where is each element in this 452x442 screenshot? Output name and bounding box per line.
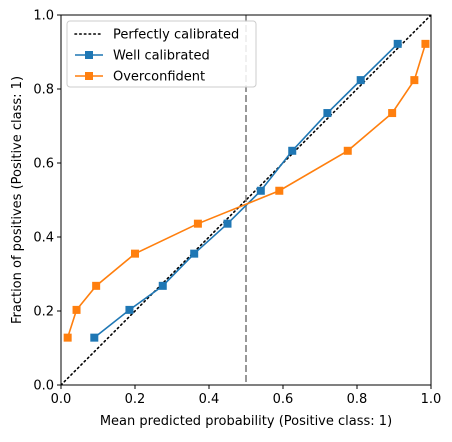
data-point xyxy=(125,305,134,314)
x-tick-label: 1.0 xyxy=(421,392,442,407)
y-tick-label: 0.2 xyxy=(33,305,54,320)
data-point xyxy=(343,146,352,155)
y-tick-label: 0.0 xyxy=(33,379,54,394)
data-point xyxy=(393,39,402,48)
x-tick-label: 0.8 xyxy=(347,392,368,407)
legend: Perfectly calibrated Well calibrated Overc… xyxy=(66,20,257,88)
x-tick-label: 0.6 xyxy=(273,392,294,407)
data-point xyxy=(90,333,99,342)
x-axis-label: Mean predicted probability (Positive cla… xyxy=(100,414,392,429)
axes-frame xyxy=(60,14,432,386)
legend-label: Overconfident xyxy=(113,70,205,85)
data-point xyxy=(421,39,430,48)
data-point xyxy=(323,109,332,118)
data-point xyxy=(223,219,232,228)
data-point xyxy=(388,109,397,118)
data-point xyxy=(190,249,199,258)
data-point xyxy=(131,249,139,258)
data-point xyxy=(92,281,101,290)
data-point xyxy=(356,76,365,85)
data-point xyxy=(288,146,297,155)
series-line-1 xyxy=(66,43,427,338)
series-line-0 xyxy=(93,43,399,339)
legend-marker xyxy=(85,51,93,59)
x-tick-label: 0.4 xyxy=(199,392,220,407)
data-point xyxy=(63,333,72,342)
y-tick-label: 1.0 xyxy=(33,9,54,24)
axes: 0.0 0.2 0.4 0.6 0.8 1.0 0.0 0.2 0.4 0.6 0.8 1.0 Mean… xyxy=(10,9,441,430)
data-point xyxy=(256,186,265,195)
data-point xyxy=(72,305,81,314)
legend-label: Perfectly calibrated xyxy=(113,28,239,43)
data-point xyxy=(193,219,202,228)
y-tick-label: 0.4 xyxy=(33,231,54,246)
y-axis-label: Fraction of positives (Positive class: 1… xyxy=(10,76,25,324)
data-point xyxy=(158,281,167,290)
legend-marker xyxy=(85,72,93,80)
x-tick-label: 0.0 xyxy=(51,392,72,407)
x-tick-label: 0.2 xyxy=(125,392,146,407)
y-tick-label: 0.8 xyxy=(33,83,54,98)
data-point xyxy=(410,76,419,85)
legend-box xyxy=(66,20,257,88)
data-point xyxy=(275,186,284,195)
y-tick-label: 0.6 xyxy=(33,157,54,172)
legend-label: Well calibrated xyxy=(113,49,210,64)
